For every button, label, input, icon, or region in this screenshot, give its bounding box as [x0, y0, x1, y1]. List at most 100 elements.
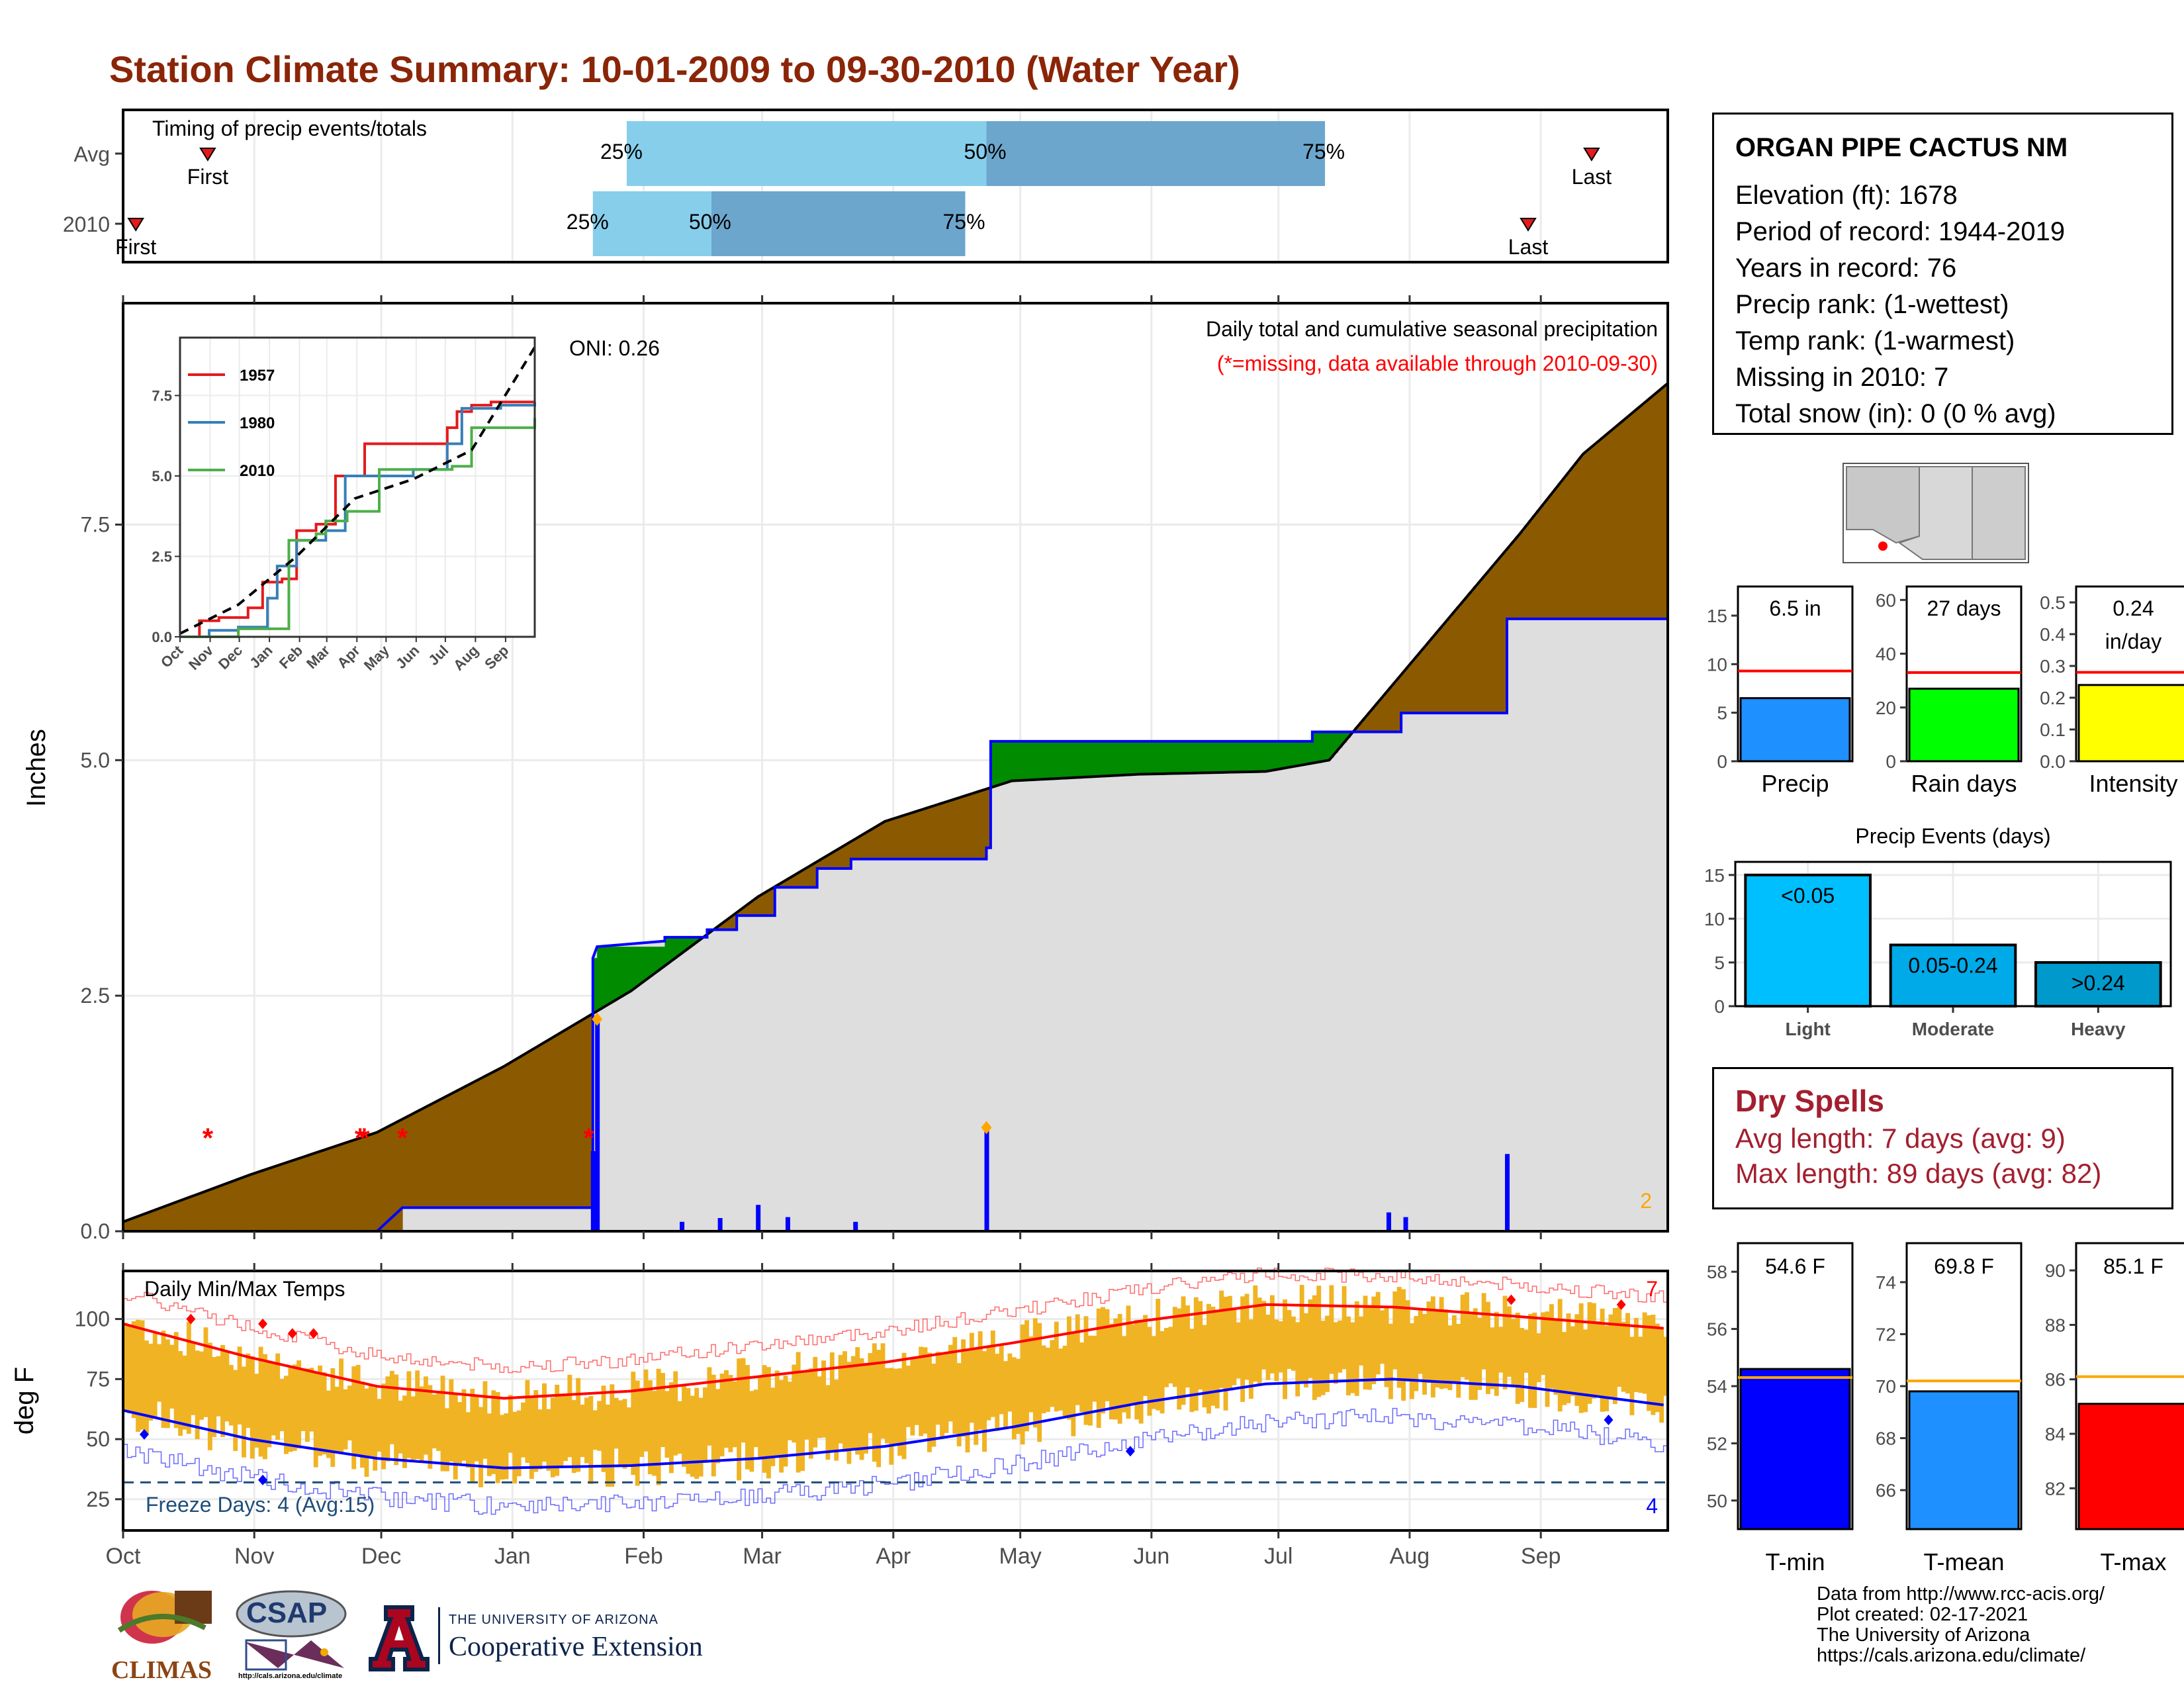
daily-temp-bar: [152, 1333, 158, 1418]
deficit-strip: [965, 795, 970, 859]
daily-temp-bar: [1185, 1305, 1190, 1388]
surplus-strip: [1083, 741, 1089, 777]
temp-ylabel: deg F: [10, 1367, 39, 1434]
deficit-strip: [385, 1127, 390, 1231]
daily-precip-bar: [756, 1205, 761, 1231]
deficit-strip: [1426, 641, 1432, 714]
surplus-strip: [664, 937, 670, 964]
deficit-strip: [1498, 556, 1504, 714]
temp-bar-value-label: 54.6 F: [1765, 1254, 1825, 1278]
deficit-strip: [449, 1094, 454, 1208]
month-tick-label: Feb: [624, 1544, 663, 1569]
season-bar-ytick-label: 20: [1876, 698, 1896, 718]
daily-temp-bar: [919, 1346, 924, 1436]
surplus-strip: [1147, 741, 1152, 774]
deficit-strip: [550, 1037, 555, 1208]
csap-logo: CSAP http://cals.arizona.edu/climate: [232, 1589, 351, 1681]
timing-row-label: 2010: [63, 212, 110, 236]
deficit-strip: [474, 1080, 479, 1208]
daily-temp-bar: [123, 1323, 128, 1411]
surplus-strip: [1236, 741, 1241, 773]
deficit-strip: [1392, 682, 1398, 732]
temp-bar-ytick-label: 86: [2045, 1370, 2066, 1390]
deficit-strip: [461, 1087, 467, 1208]
surplus-strip: [1177, 741, 1182, 774]
deficit-strip: [275, 1165, 281, 1231]
surplus-strip: [1113, 741, 1118, 776]
deficit-strip: [1443, 622, 1449, 714]
season-bar-rain-days: [1908, 687, 2020, 763]
deficit-strip: [732, 914, 737, 930]
temp-bar-label: T-min: [1766, 1548, 1825, 1575]
daily-temp-bar: [246, 1353, 251, 1429]
daily-temp-bar: [1596, 1321, 1601, 1395]
deficit-strip: [1447, 616, 1453, 714]
daily-temp-bar: [885, 1368, 889, 1444]
record-low-line: [123, 1407, 1668, 1515]
surplus-strip: [1248, 741, 1253, 772]
average-cumulative-line: [122, 382, 1669, 1223]
deficit-strip: [478, 1078, 484, 1208]
deficit-strip: [1520, 531, 1525, 619]
daily-temp-bar: [1359, 1316, 1364, 1366]
precip-event-category: Moderate: [1912, 1019, 1994, 1039]
deficit-strip: [250, 1174, 255, 1231]
daily-precip-bar: [785, 1217, 790, 1231]
precip-event-bar-light: [1744, 873, 1872, 1008]
deficit-strip: [1583, 452, 1588, 619]
surplus-strip: [1299, 741, 1304, 765]
deficit-strip: [161, 1207, 166, 1231]
daily-temp-bar: [753, 1389, 758, 1448]
season-cumulative-line: [123, 617, 1668, 1233]
station-elevation: Elevation (ft): 1678: [1735, 181, 1958, 210]
credit-data-source: Data from http://www.rcc-acis.org/: [1817, 1583, 2105, 1605]
daily-temp-bar: [178, 1350, 183, 1436]
daily-temp-bar: [749, 1391, 754, 1472]
daily-temp-bar: [500, 1415, 505, 1480]
daily-temp-bar: [1338, 1320, 1343, 1373]
deficit-strip: [318, 1151, 323, 1231]
daily-temp-bar: [1435, 1310, 1440, 1387]
daily-temp-bar: [1396, 1287, 1402, 1388]
deficit-strip: [728, 917, 733, 930]
deficit-strip: [931, 806, 936, 859]
daily-temp-bar: [161, 1331, 166, 1429]
deficit-strip: [495, 1069, 500, 1208]
timing-p50-label: 50%: [689, 210, 731, 234]
surplus-strip: [1046, 741, 1050, 779]
surplus-strip: [1269, 741, 1275, 771]
daily-temp-bar: [1210, 1307, 1216, 1406]
deficit-strip: [1545, 499, 1550, 619]
daily-temp-bar: [944, 1352, 949, 1433]
precip-events-ytick-label: 10: [1704, 909, 1725, 929]
daily-temp-bar: [838, 1354, 843, 1444]
daily-temp-bar: [859, 1358, 864, 1460]
daily-temp-bar: [550, 1397, 555, 1477]
month-tick-label: Aug: [1390, 1544, 1430, 1569]
daily-temp-bar: [1587, 1302, 1592, 1404]
daily-temp-bar: [1490, 1327, 1495, 1389]
temp-bar-t-mean: [1908, 1390, 2020, 1530]
daily-temp-bar: [668, 1382, 674, 1474]
deficit-strip: [956, 798, 962, 859]
deficit-strip: [821, 857, 827, 869]
daily-temp-bar: [157, 1344, 162, 1402]
daily-temp-bar: [1172, 1307, 1177, 1387]
daily-temp-bar: [846, 1362, 852, 1464]
daily-temp-bar: [1380, 1310, 1385, 1364]
daily-temp-bar: [1502, 1295, 1508, 1389]
daily-temp-bar: [186, 1321, 191, 1434]
daily-temp-bar: [1253, 1285, 1258, 1382]
timing-bar-lower-2010: [592, 191, 711, 256]
record-high-marker: [308, 1328, 318, 1339]
deficit-strip: [889, 819, 894, 859]
surplus-strip: [1003, 741, 1009, 783]
daily-temp-bar: [406, 1371, 412, 1458]
inset-average-line: [179, 346, 536, 635]
daily-temp-bar: [288, 1367, 293, 1452]
daily-temp-bar: [1202, 1325, 1207, 1408]
deficit-strip: [381, 1129, 387, 1231]
deficit-strip: [263, 1170, 268, 1231]
temp-bar-ytick-label: 52: [1707, 1433, 1727, 1454]
average-min-temp-line: [122, 1378, 1664, 1470]
